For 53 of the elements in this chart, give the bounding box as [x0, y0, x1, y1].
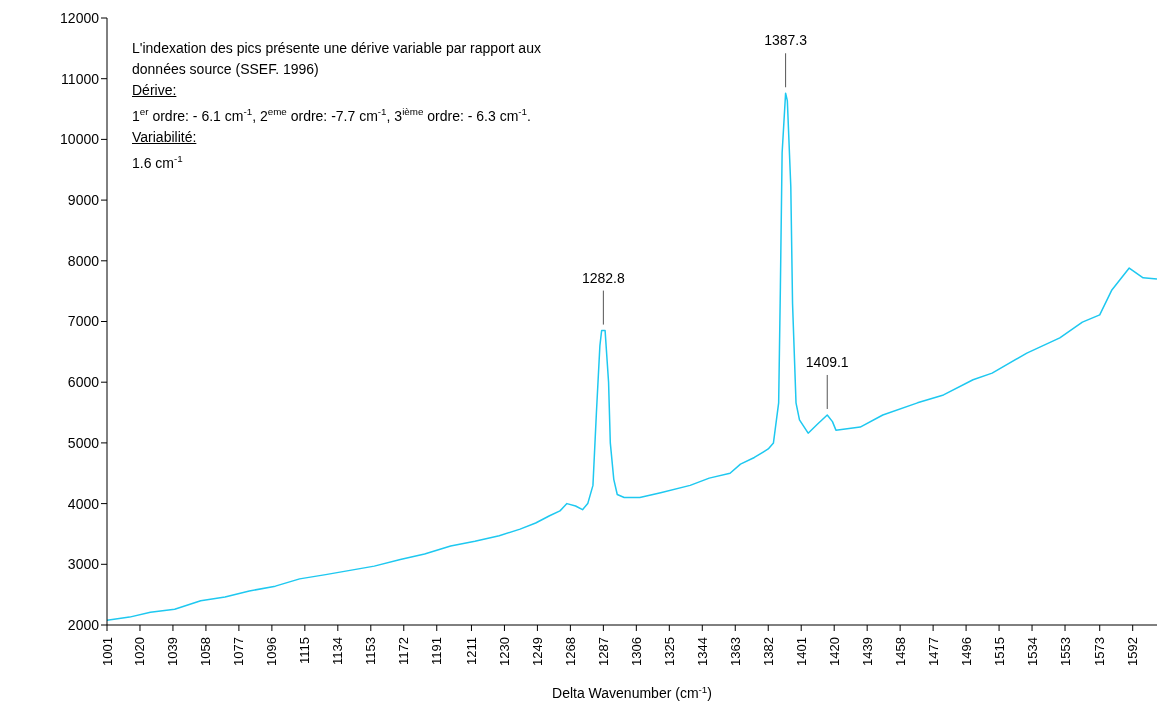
x-tick-label: 1077 — [231, 637, 247, 666]
x-tick-label: 1115 — [297, 637, 313, 664]
x-tick-label: 1153 — [363, 637, 379, 665]
annotation: 1387.3 — [764, 32, 808, 49]
x-tick-label: 1287 — [595, 637, 611, 666]
y-tick-label: 5000 — [67, 434, 100, 451]
x-tick-label: 1134 — [330, 637, 346, 665]
x-tick-label: 1096 — [264, 637, 280, 666]
x-tick-label: 1325 — [661, 637, 677, 666]
x-tick-label: 1534 — [1024, 637, 1040, 666]
x-tick-label: 1553 — [1057, 637, 1073, 666]
y-tick-label: 10000 — [60, 131, 100, 148]
annotation: 1282.8 — [581, 269, 625, 286]
x-tick-label: 1020 — [132, 637, 148, 666]
x-tick-label: 1172 — [396, 637, 412, 665]
x-tick-label: 1363 — [727, 637, 743, 666]
x-tick-label: 1458 — [892, 637, 908, 666]
x-tick-label: 1382 — [760, 637, 776, 666]
x-tick-label: 1496 — [958, 637, 974, 666]
annotation: Dérive: — [132, 82, 177, 98]
y-tick-label: 3000 — [67, 556, 100, 573]
text: 1$^{er}$ ordre: - 6.1 cm$^{-1}$, 2$^{eme}$ ordre: -7.7 cm$^{-1}$, 3$^{ième}$ ordre: - 6.3 cm$^{-1}$. — [132, 106, 531, 124]
x-tick-label: 1306 — [628, 637, 644, 666]
y-tick-label: 8000 — [67, 252, 100, 269]
x-tick-label: 1268 — [562, 637, 578, 666]
x-tick-label: 1344 — [694, 637, 710, 666]
x-tick-label: 1515 — [991, 637, 1007, 666]
x-tick-label: 1420 — [826, 637, 842, 666]
annotation: Variabilité: — [132, 128, 197, 145]
x-tick-label: 1573 — [1092, 637, 1108, 666]
annotation: L'indexation des pics présente une dérive variable par rapport aux — [132, 40, 541, 56]
x-tick-label: 1439 — [859, 637, 875, 666]
x-tick-label: 1592 — [1125, 637, 1141, 666]
y-tick-label: 9000 — [67, 192, 100, 209]
x-tick-label: 1477 — [925, 637, 941, 666]
y-tick-label: 4000 — [67, 495, 100, 512]
x-tick-label: 1058 — [198, 637, 214, 666]
x-tick-label: 1230 — [496, 637, 512, 666]
x-tick-label: 1001 — [99, 637, 115, 666]
x-tick-label: 1191 — [429, 637, 445, 665]
y-tick-label: 2000 — [67, 616, 100, 633]
annotation: 1.6 cm$^{-1}$ — [132, 152, 183, 171]
y-tick-label: 7000 — [67, 313, 100, 330]
y-tick-label: 12000 — [60, 9, 100, 26]
y-tick-label: 11000 — [61, 70, 100, 87]
annotation: données source (SSEF. 1996) — [132, 61, 319, 77]
x-tick-label: 1401 — [793, 637, 809, 666]
x-tick-label: 1249 — [529, 637, 545, 666]
x-axis-title: Delta Wavenumber (cm$^{-1}$) — [552, 683, 712, 701]
y-tick-label: 6000 — [67, 374, 100, 391]
x-tick-label: 1211 — [463, 637, 479, 665]
x-tick-label: 1039 — [165, 637, 181, 666]
annotation: 1409.1 — [805, 353, 849, 370]
